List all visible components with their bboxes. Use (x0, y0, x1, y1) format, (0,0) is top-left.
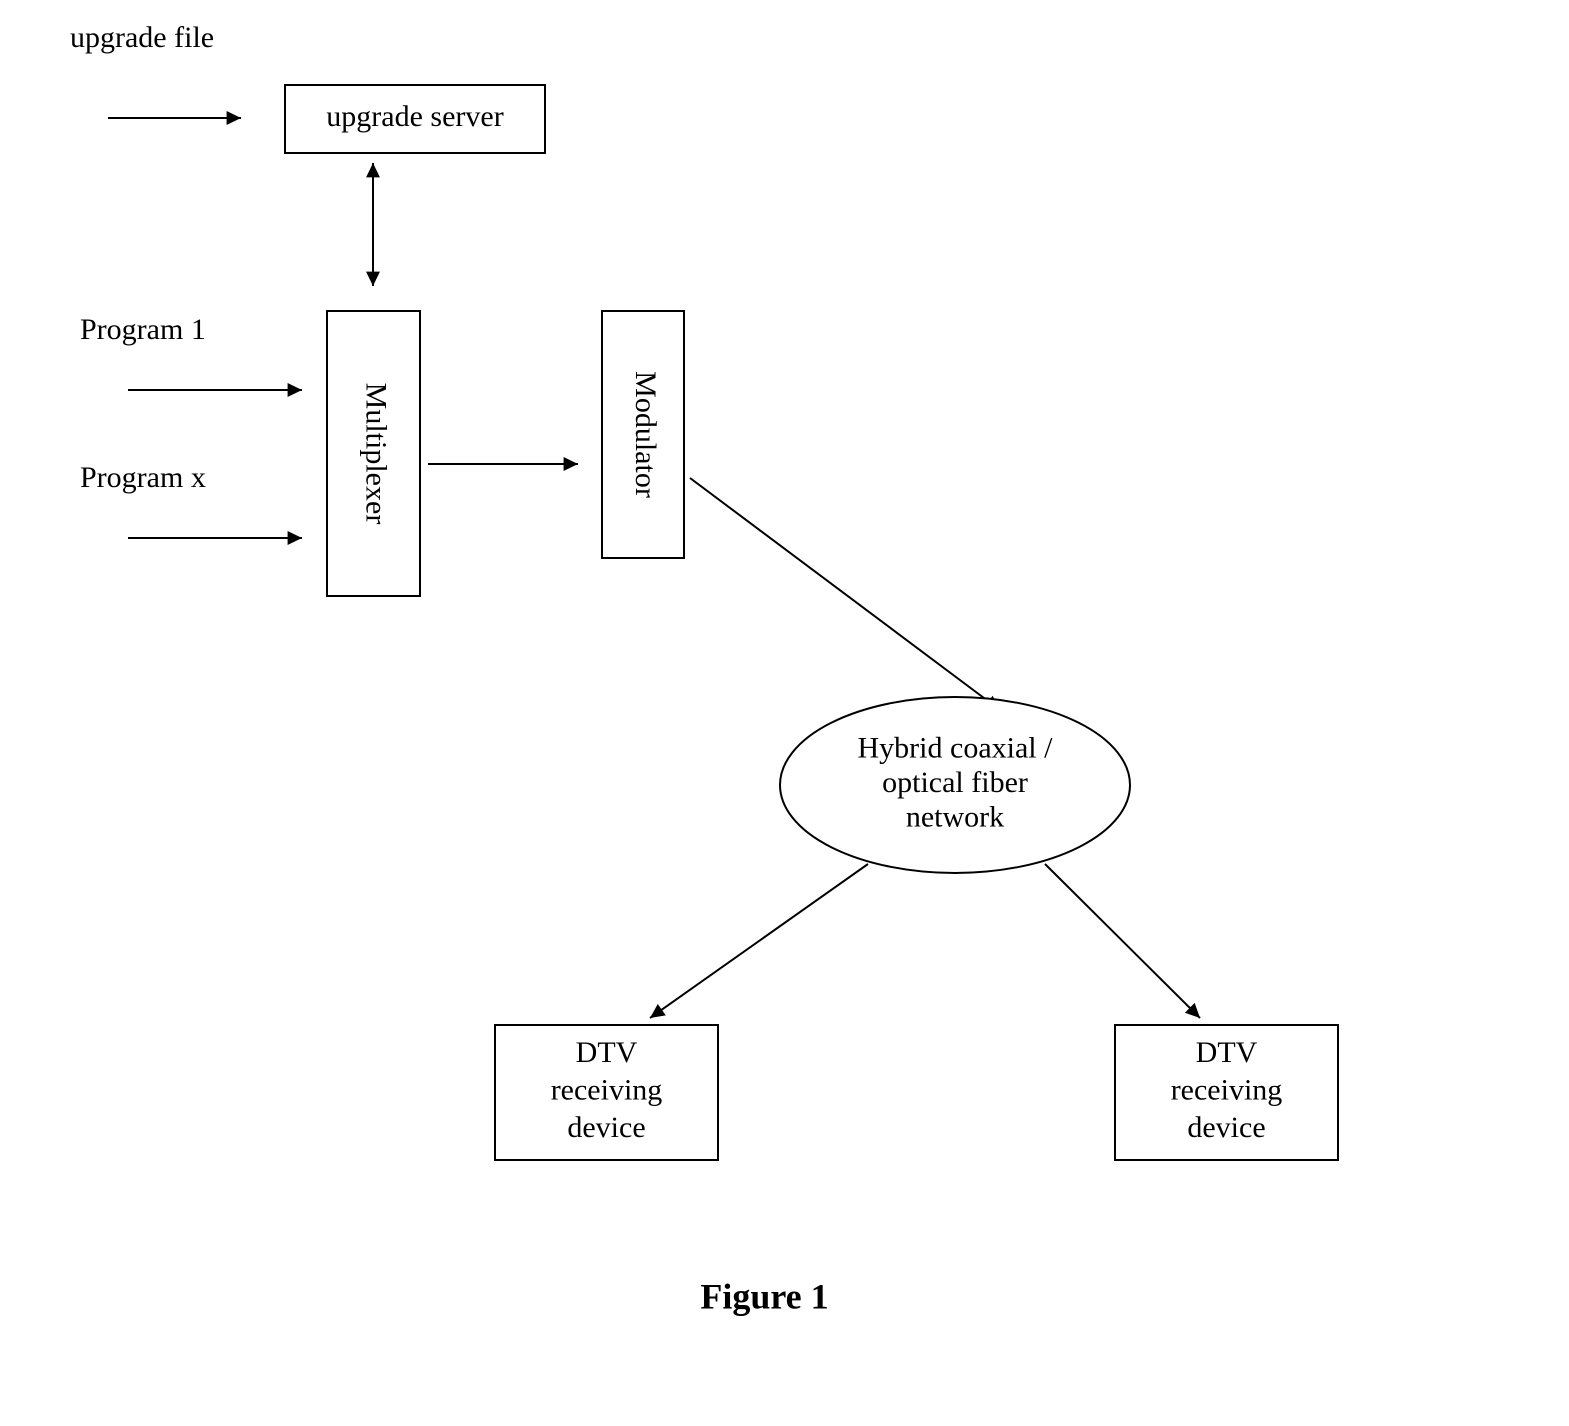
program-x-label: Program x (80, 461, 206, 494)
arrowhead (366, 163, 380, 177)
hfc-label: network (906, 800, 1004, 833)
figure-caption: Figure 1 (700, 1276, 828, 1316)
upgrade_server-label: upgrade server (326, 100, 503, 133)
dtv_right-label: receiving (1171, 1073, 1283, 1106)
edge (1045, 864, 1200, 1018)
arrowhead (227, 111, 241, 125)
diagram-canvas: upgrade file Program 1 Program x upgrade se… (0, 0, 1569, 1426)
arrowhead (650, 1004, 666, 1018)
arrowhead (288, 531, 302, 545)
program-1-label: Program 1 (80, 313, 206, 346)
upgrade-file-label: upgrade file (70, 21, 214, 54)
edge (690, 478, 1000, 710)
multiplexer-label: Multiplexer (360, 383, 393, 525)
arrowhead (366, 272, 380, 286)
modulator-label: Modulator (629, 371, 662, 498)
arrowhead (564, 457, 578, 471)
hfc-label: Hybrid coaxial / (858, 731, 1054, 764)
hfc-label: optical fiber (882, 766, 1028, 799)
dtv_right-label: DTV (1196, 1036, 1258, 1069)
dtv_left-label: receiving (551, 1073, 663, 1106)
edge (650, 864, 868, 1018)
dtv_left-label: device (567, 1111, 645, 1144)
arrowhead (288, 383, 302, 397)
dtv_left-label: DTV (576, 1036, 638, 1069)
dtv_right-label: device (1187, 1111, 1265, 1144)
